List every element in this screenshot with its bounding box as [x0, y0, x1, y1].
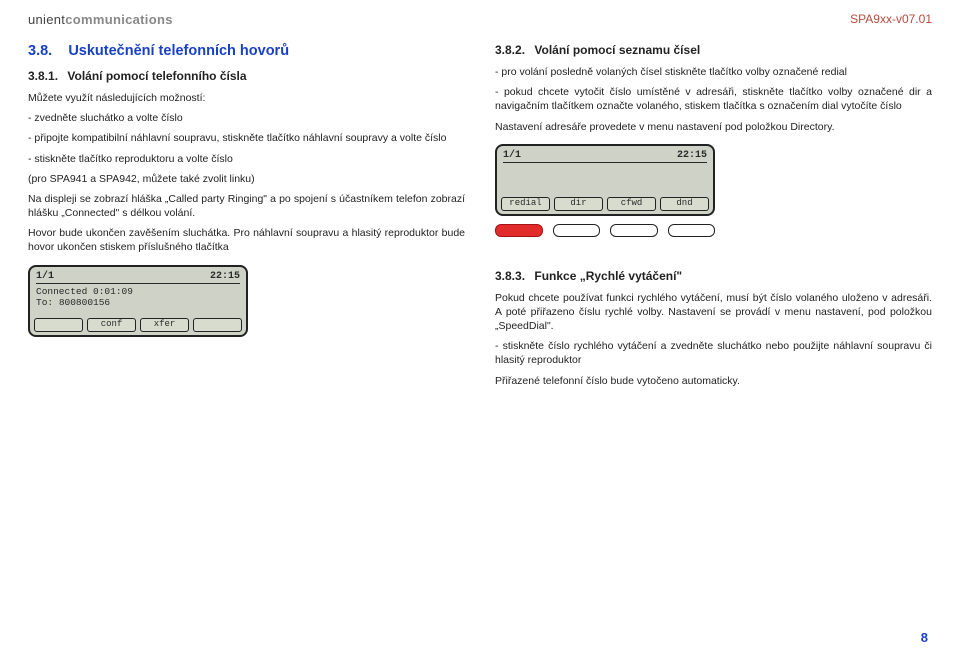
softkey-row: conf xfer [34, 318, 242, 332]
section-title-text: Uskutečnění telefonních hovorů [68, 43, 289, 59]
subsection-number: 3.8.3. [495, 269, 525, 283]
softkey[interactable] [193, 318, 242, 332]
softkey-xfer[interactable]: xfer [140, 318, 189, 332]
display-header-row: 1/1 22:15 [503, 150, 707, 163]
softkey-dnd[interactable]: dnd [660, 197, 709, 211]
hardware-button[interactable] [553, 224, 601, 237]
top-bar: unientcommunications SPA9xx-v07.01 [28, 12, 932, 27]
paragraph: - pokud chcete vytočit číslo umístěné v … [495, 85, 932, 113]
line-index: 1/1 [36, 271, 54, 282]
phone-display-connected: 1/1 22:15 Connected 0:01:09 To: 80080015… [28, 265, 248, 337]
softkey-redial[interactable]: redial [501, 197, 550, 211]
status-line: Connected 0:01:09 [36, 286, 240, 298]
hardware-button[interactable] [610, 224, 658, 237]
brand-part2: communications [65, 12, 173, 27]
paragraph: (pro SPA941 a SPA942, můžete také zvolit… [28, 172, 465, 186]
subsection-number: 3.8.2. [495, 43, 525, 57]
to-label: To: [36, 297, 53, 308]
paragraph: Přiřazené telefonní číslo bude vytočeno … [495, 374, 932, 388]
paragraph: - stiskněte tlačítko reproduktoru a volt… [28, 152, 465, 166]
hardware-button[interactable] [668, 224, 716, 237]
softkey-dir[interactable]: dir [554, 197, 603, 211]
hardware-button-red[interactable] [495, 224, 543, 237]
brand-part1: unient [28, 12, 65, 27]
subsection-title: 3.8.2. Volání pomocí seznamu čísel [495, 43, 932, 57]
paragraph: - pro volání posledně volaných čísel sti… [495, 65, 932, 79]
paragraph: - zvedněte sluchátko a volte číslo [28, 111, 465, 125]
line-index: 1/1 [503, 150, 521, 161]
subsection-number: 3.8.1. [28, 69, 58, 83]
paragraph: Můžete využít následujících možností: [28, 91, 465, 105]
paragraph: Nastavení adresáře provedete v menu nast… [495, 120, 932, 134]
paragraph: Hovor bude ukončen zavěšením sluchátka. … [28, 226, 465, 254]
to-line: To: 800800156 [36, 297, 240, 309]
to-value: 800800156 [59, 297, 110, 308]
softkey-cfwd[interactable]: cfwd [607, 197, 656, 211]
softkey-conf[interactable]: conf [87, 318, 136, 332]
display-body: Connected 0:01:09 To: 800800156 [36, 286, 240, 310]
section-title: 3.8. Uskutečnění telefonních hovorů [28, 43, 465, 59]
left-column: 3.8. Uskutečnění telefonních hovorů 3.8.… [28, 43, 465, 394]
subsection-title-text: Funkce „Rychlé vytáčení" [534, 269, 682, 283]
display-header-row: 1/1 22:15 [36, 271, 240, 284]
right-column: 3.8.2. Volání pomocí seznamu čísel - pro… [495, 43, 932, 394]
subsection-block: 3.8.3. Funkce „Rychlé vytáčení" Pokud ch… [495, 269, 932, 388]
content-columns: 3.8. Uskutečnění telefonních hovorů 3.8.… [28, 43, 932, 394]
softkey[interactable] [34, 318, 83, 332]
paragraph: Pokud chcete používat funkci rychlého vy… [495, 291, 932, 334]
paragraph: - připojte kompatibilní náhlavní souprav… [28, 131, 465, 145]
subsection-title-text: Volání pomocí seznamu čísel [534, 43, 700, 57]
phone-display-idle: 1/1 22:15 redial dir cfwd dnd [495, 144, 715, 216]
brand-logo: unientcommunications [28, 12, 173, 27]
section-number: 3.8. [28, 43, 52, 59]
page-code: SPA9xx-v07.01 [850, 12, 932, 26]
subsection-title-text: Volání pomocí telefonního čísla [67, 69, 246, 83]
clock: 22:15 [677, 150, 707, 161]
subsection-title: 3.8.1. Volání pomocí telefonního čísla [28, 69, 465, 83]
subsection-title: 3.8.3. Funkce „Rychlé vytáčení" [495, 269, 932, 283]
softkey-row: redial dir cfwd dnd [501, 197, 709, 211]
paragraph: - stiskněte číslo rychlého vytáčení a zv… [495, 339, 932, 367]
page-number: 8 [921, 630, 928, 645]
hardware-button-row [495, 224, 715, 237]
paragraph: Na displeji se zobrazí hláška „Called pa… [28, 192, 465, 220]
clock: 22:15 [210, 271, 240, 282]
